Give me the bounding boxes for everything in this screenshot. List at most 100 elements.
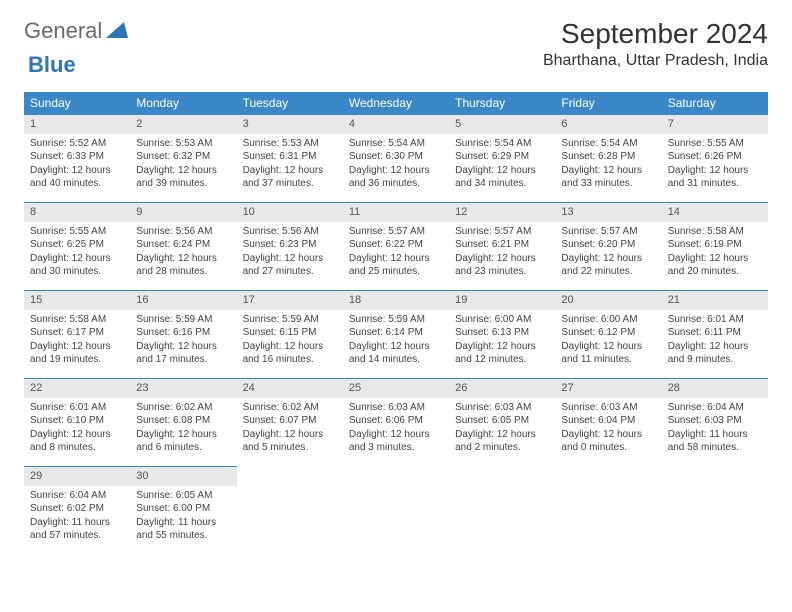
sunrise-text: Sunrise: 6:04 AM <box>30 489 124 503</box>
day-body: Sunrise: 6:03 AMSunset: 6:05 PMDaylight:… <box>449 398 555 461</box>
weekday-header: Saturday <box>662 92 768 115</box>
calendar-week-row: 8Sunrise: 5:55 AMSunset: 6:25 PMDaylight… <box>24 203 768 291</box>
daylight-text: Daylight: 12 hours <box>455 164 549 178</box>
sunset-text: Sunset: 6:08 PM <box>136 414 230 428</box>
calendar-day-cell <box>555 467 661 555</box>
sunset-text: Sunset: 6:15 PM <box>243 326 337 340</box>
daylight-text: Daylight: 12 hours <box>349 340 443 354</box>
daylight-text: and 0 minutes. <box>561 441 655 455</box>
daylight-text: Daylight: 12 hours <box>136 428 230 442</box>
day-body: Sunrise: 6:03 AMSunset: 6:06 PMDaylight:… <box>343 398 449 461</box>
calendar-day-cell: 3Sunrise: 5:53 AMSunset: 6:31 PMDaylight… <box>237 115 343 203</box>
calendar-week-row: 1Sunrise: 5:52 AMSunset: 6:33 PMDaylight… <box>24 115 768 203</box>
sunset-text: Sunset: 6:16 PM <box>136 326 230 340</box>
daylight-text: and 22 minutes. <box>561 265 655 279</box>
calendar-day-cell: 14Sunrise: 5:58 AMSunset: 6:19 PMDayligh… <box>662 203 768 291</box>
daylight-text: and 30 minutes. <box>30 265 124 279</box>
day-number: 14 <box>662 203 768 222</box>
day-body: Sunrise: 6:02 AMSunset: 6:08 PMDaylight:… <box>130 398 236 461</box>
sunset-text: Sunset: 6:07 PM <box>243 414 337 428</box>
sunset-text: Sunset: 6:22 PM <box>349 238 443 252</box>
sunrise-text: Sunrise: 5:54 AM <box>349 137 443 151</box>
calendar-day-cell: 21Sunrise: 6:01 AMSunset: 6:11 PMDayligh… <box>662 291 768 379</box>
daylight-text: Daylight: 12 hours <box>30 428 124 442</box>
sunrise-text: Sunrise: 6:04 AM <box>668 401 762 415</box>
day-number: 30 <box>130 467 236 486</box>
daylight-text: Daylight: 12 hours <box>349 428 443 442</box>
sunset-text: Sunset: 6:10 PM <box>30 414 124 428</box>
sunset-text: Sunset: 6:26 PM <box>668 150 762 164</box>
day-number: 23 <box>130 379 236 398</box>
day-number: 25 <box>343 379 449 398</box>
calendar-day-cell <box>662 467 768 555</box>
daylight-text: and 9 minutes. <box>668 353 762 367</box>
daylight-text: Daylight: 12 hours <box>349 252 443 266</box>
calendar-day-cell: 19Sunrise: 6:00 AMSunset: 6:13 PMDayligh… <box>449 291 555 379</box>
day-number: 26 <box>449 379 555 398</box>
daylight-text: and 40 minutes. <box>30 177 124 191</box>
sunset-text: Sunset: 6:17 PM <box>30 326 124 340</box>
sunset-text: Sunset: 6:20 PM <box>561 238 655 252</box>
sunrise-text: Sunrise: 6:02 AM <box>136 401 230 415</box>
day-body: Sunrise: 6:05 AMSunset: 6:00 PMDaylight:… <box>130 486 236 549</box>
day-number: 1 <box>24 115 130 134</box>
sunrise-text: Sunrise: 6:01 AM <box>30 401 124 415</box>
day-number: 4 <box>343 115 449 134</box>
calendar-day-cell: 15Sunrise: 5:58 AMSunset: 6:17 PMDayligh… <box>24 291 130 379</box>
day-body: Sunrise: 6:01 AMSunset: 6:10 PMDaylight:… <box>24 398 130 461</box>
daylight-text: Daylight: 12 hours <box>30 340 124 354</box>
daylight-text: Daylight: 11 hours <box>668 428 762 442</box>
daylight-text: Daylight: 12 hours <box>455 428 549 442</box>
day-body: Sunrise: 5:55 AMSunset: 6:26 PMDaylight:… <box>662 134 768 197</box>
daylight-text: and 19 minutes. <box>30 353 124 367</box>
sunrise-text: Sunrise: 6:03 AM <box>561 401 655 415</box>
day-body: Sunrise: 6:01 AMSunset: 6:11 PMDaylight:… <box>662 310 768 373</box>
day-body: Sunrise: 5:57 AMSunset: 6:22 PMDaylight:… <box>343 222 449 285</box>
sunset-text: Sunset: 6:06 PM <box>349 414 443 428</box>
day-number: 10 <box>237 203 343 222</box>
daylight-text: and 25 minutes. <box>349 265 443 279</box>
day-body: Sunrise: 5:58 AMSunset: 6:19 PMDaylight:… <box>662 222 768 285</box>
day-number: 7 <box>662 115 768 134</box>
calendar-day-cell: 8Sunrise: 5:55 AMSunset: 6:25 PMDaylight… <box>24 203 130 291</box>
logo-text-general: General <box>24 18 102 44</box>
sunrise-text: Sunrise: 5:54 AM <box>455 137 549 151</box>
sunset-text: Sunset: 6:28 PM <box>561 150 655 164</box>
daylight-text: and 55 minutes. <box>136 529 230 543</box>
month-title: September 2024 <box>543 18 768 50</box>
calendar-day-cell <box>343 467 449 555</box>
day-body: Sunrise: 5:52 AMSunset: 6:33 PMDaylight:… <box>24 134 130 197</box>
daylight-text: and 57 minutes. <box>30 529 124 543</box>
daylight-text: Daylight: 12 hours <box>668 340 762 354</box>
daylight-text: Daylight: 12 hours <box>136 340 230 354</box>
day-number: 18 <box>343 291 449 310</box>
day-number: 9 <box>130 203 236 222</box>
sunrise-text: Sunrise: 5:58 AM <box>30 313 124 327</box>
daylight-text: and 36 minutes. <box>349 177 443 191</box>
day-number: 8 <box>24 203 130 222</box>
day-body: Sunrise: 5:59 AMSunset: 6:15 PMDaylight:… <box>237 310 343 373</box>
logo-triangle-icon <box>106 18 128 44</box>
daylight-text: Daylight: 12 hours <box>136 252 230 266</box>
sunset-text: Sunset: 6:21 PM <box>455 238 549 252</box>
sunrise-text: Sunrise: 5:58 AM <box>668 225 762 239</box>
day-number: 24 <box>237 379 343 398</box>
sunrise-text: Sunrise: 5:56 AM <box>136 225 230 239</box>
sunset-text: Sunset: 6:04 PM <box>561 414 655 428</box>
sunrise-text: Sunrise: 6:03 AM <box>349 401 443 415</box>
day-body: Sunrise: 5:53 AMSunset: 6:32 PMDaylight:… <box>130 134 236 197</box>
sunset-text: Sunset: 6:03 PM <box>668 414 762 428</box>
daylight-text: and 28 minutes. <box>136 265 230 279</box>
day-body: Sunrise: 5:57 AMSunset: 6:21 PMDaylight:… <box>449 222 555 285</box>
day-number: 6 <box>555 115 661 134</box>
weekday-header: Sunday <box>24 92 130 115</box>
daylight-text: Daylight: 11 hours <box>30 516 124 530</box>
daylight-text: Daylight: 12 hours <box>668 164 762 178</box>
daylight-text: and 23 minutes. <box>455 265 549 279</box>
day-number: 27 <box>555 379 661 398</box>
calendar-week-row: 15Sunrise: 5:58 AMSunset: 6:17 PMDayligh… <box>24 291 768 379</box>
sunrise-text: Sunrise: 5:53 AM <box>136 137 230 151</box>
sunset-text: Sunset: 6:33 PM <box>30 150 124 164</box>
calendar-day-cell: 9Sunrise: 5:56 AMSunset: 6:24 PMDaylight… <box>130 203 236 291</box>
daylight-text: and 6 minutes. <box>136 441 230 455</box>
